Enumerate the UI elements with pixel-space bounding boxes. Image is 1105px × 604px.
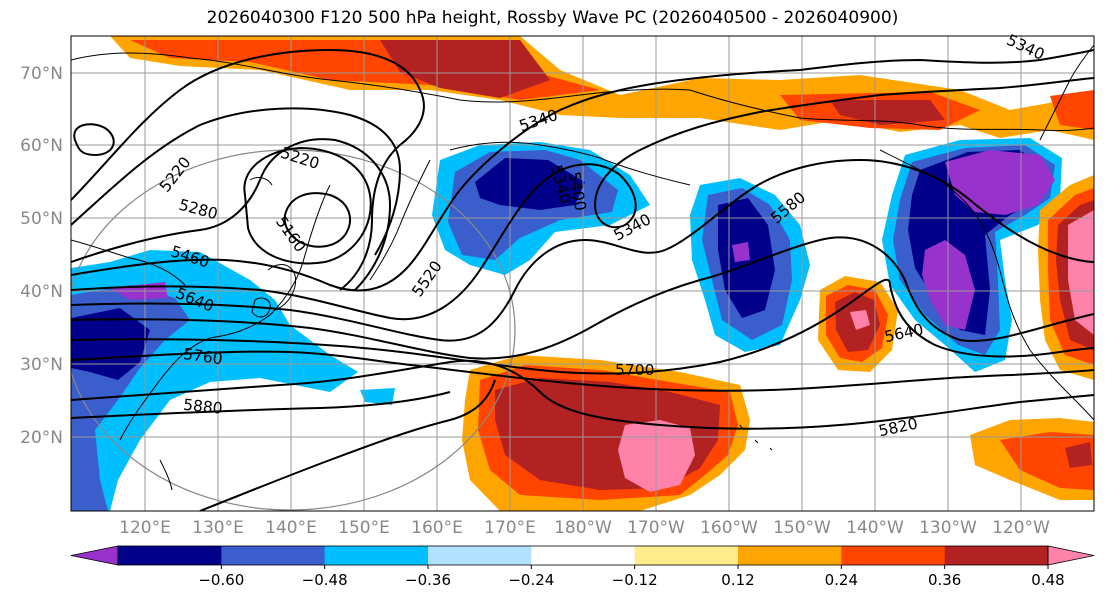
colorbar-segment (841, 546, 946, 565)
colorbar-segment (221, 546, 326, 565)
lon-label: 130°W (919, 518, 977, 538)
colorbar-tick-label: −0.24 (508, 571, 554, 589)
lon-label: 180°W (554, 518, 612, 538)
colorbar-extend-high (1047, 545, 1095, 566)
colorbar-segment (738, 546, 842, 565)
lon-label: 150°W (773, 518, 831, 538)
longitude-labels: 120°E 130°E 140°E 150°E 160°E 170°E 180°… (119, 518, 1050, 538)
colorbar-segment (531, 546, 636, 565)
lon-label: 140°W (846, 518, 904, 538)
colorbar-tick-label: 0.36 (928, 571, 961, 589)
map-title: 2026040300 F120 500 hPa height, Rossby W… (206, 8, 899, 28)
contour-label: 5880 (182, 396, 223, 418)
lon-label: 120°E (119, 518, 171, 538)
colorbar-tick-label: −0.48 (302, 571, 348, 589)
lon-label: 170°E (484, 518, 536, 538)
colorbar-segment (428, 546, 532, 565)
colorbar-ticks: −0.60 −0.48 −0.36 −0.24 −0.12 0.12 0.24 0.36 0.4… (198, 565, 1065, 589)
colorbar-tick-label: −0.60 (198, 571, 244, 589)
colorbar (70, 545, 1095, 566)
colorbar-segment (944, 546, 1049, 565)
lon-label: 140°E (265, 518, 317, 538)
lat-label: 50°N (20, 209, 63, 229)
colorbar-tick-label: −0.36 (405, 571, 451, 589)
lon-label: 160°E (411, 518, 463, 538)
lon-label: 130°E (192, 518, 244, 538)
colorbar-extend-low (70, 545, 119, 566)
colorbar-border (117, 545, 1049, 566)
lon-label: 160°W (700, 518, 758, 538)
lat-label: 40°N (20, 282, 63, 302)
contour-label: 5760 (182, 345, 224, 368)
lat-label: 70°N (20, 64, 63, 84)
coastlines (71, 44, 1094, 491)
colorbar-tick-label: −0.12 (612, 571, 658, 589)
shaded-anomalies (71, 36, 1094, 511)
contour-label: 5700 (615, 361, 654, 379)
colorbar-segment (634, 546, 739, 565)
height-contours (71, 48, 1094, 511)
lat-label: 30°N (20, 355, 63, 375)
lat-label: 20°N (20, 428, 63, 448)
latitude-labels: 70°N 60°N 50°N 40°N 30°N 20°N (20, 64, 63, 448)
lat-label: 60°N (20, 136, 63, 156)
lon-label: 170°W (627, 518, 685, 538)
colorbar-tick-label: 0.24 (825, 571, 858, 589)
colorbar-segment (324, 546, 429, 565)
lon-label: 150°E (338, 518, 390, 538)
map-frame (70, 35, 1095, 512)
colorbar-segment (118, 546, 222, 565)
lon-label: 120°W (992, 518, 1050, 538)
colorbar-tick-label: 0.12 (721, 571, 754, 589)
colorbar-tick-label: 0.48 (1031, 571, 1064, 589)
